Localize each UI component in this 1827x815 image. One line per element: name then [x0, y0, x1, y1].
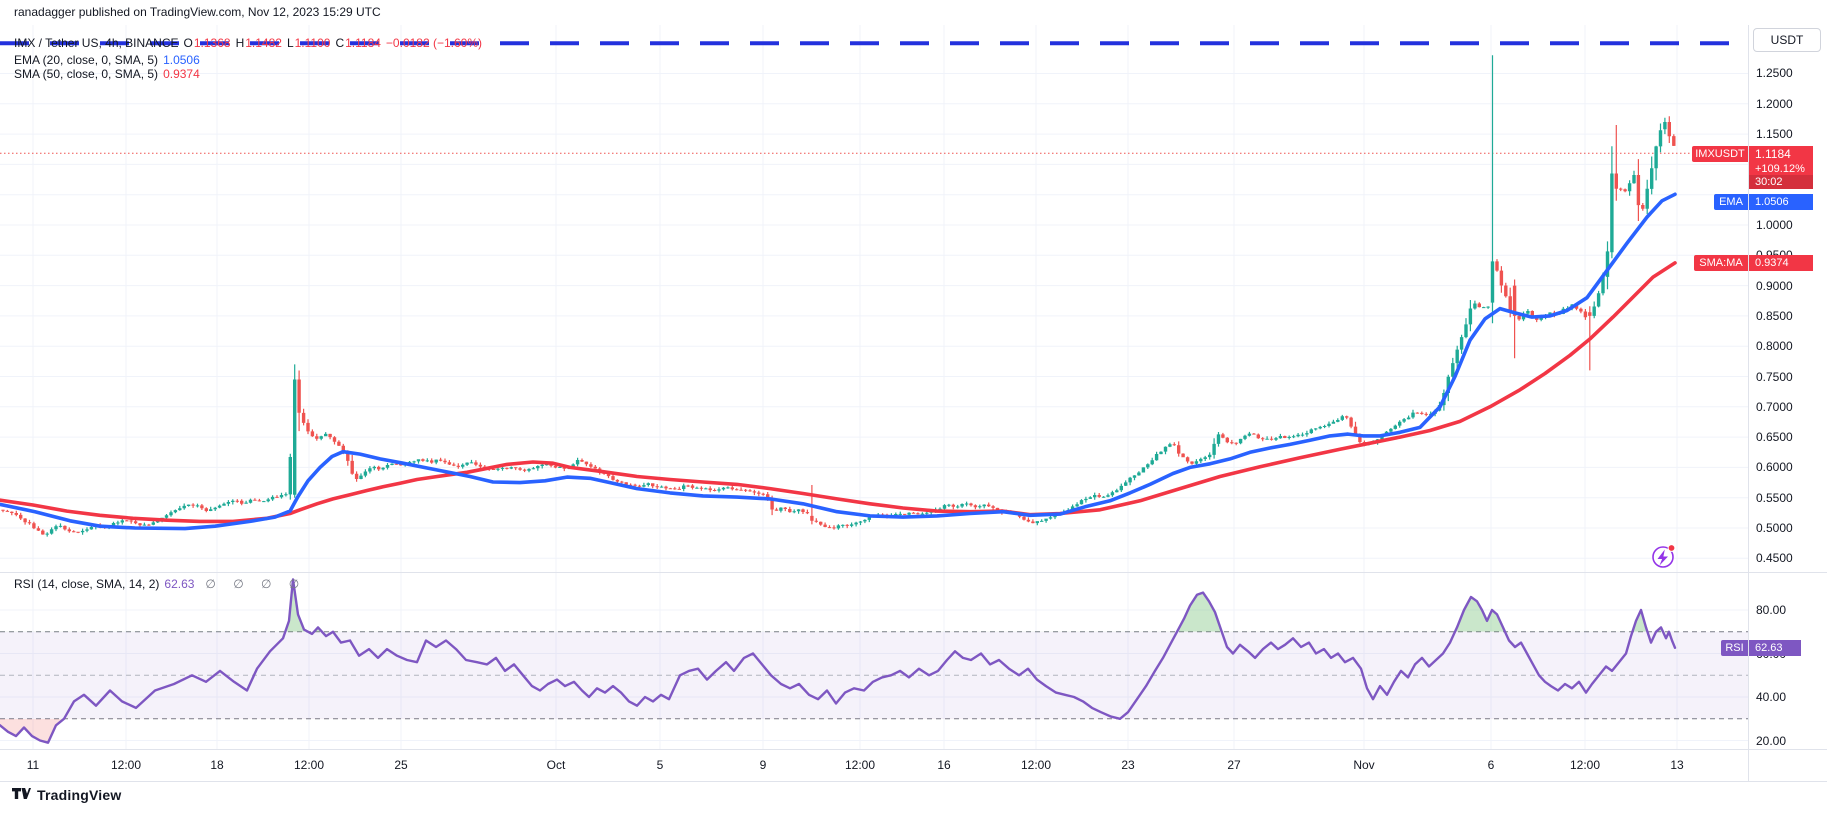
rsi-value: 62.63 [164, 577, 195, 591]
price-tick-label: 0.6000 [1756, 460, 1793, 475]
attribution-text: ranadagger published on TradingView.com,… [14, 5, 381, 19]
symbol-title[interactable]: IMX / Tether US, 4h, BINANCE [14, 36, 179, 50]
rsi-hidden-values: ∅ ∅ ∅ ∅ [205, 577, 307, 591]
time-tick-label: 23 [1121, 758, 1135, 772]
ohlc-open-label: O [183, 36, 193, 50]
price-tick-label: 0.9000 [1756, 278, 1793, 293]
price-tick-label: 1.2500 [1756, 66, 1793, 81]
tradingview-logo-text: TradingView [37, 786, 122, 803]
price-tick-label: 0.7500 [1756, 369, 1793, 384]
rsi-axis-tag: RSI [1721, 640, 1748, 656]
last-price-tag: IMXUSDT [1692, 146, 1748, 162]
price-tick-label: 0.8000 [1756, 339, 1793, 354]
ema-title[interactable]: EMA (20, close, 0, SMA, 5) [14, 53, 159, 67]
ema-value: 1.0506 [163, 53, 200, 67]
time-tick-label: 12:00 [293, 758, 325, 772]
last-price-value: 1.1184 [1755, 147, 1791, 161]
currency-toggle-button[interactable]: USDT [1753, 28, 1821, 52]
price-tick-label: 0.7000 [1756, 399, 1793, 414]
price-tick-label: 0.5500 [1756, 490, 1793, 505]
ohlc-low-value: 1.1100 [294, 36, 331, 50]
time-tick-label: 18 [210, 758, 224, 772]
sma-value: 0.9374 [163, 67, 200, 81]
ohlc-close-label: C [335, 36, 345, 50]
time-tick-label: 25 [394, 758, 408, 772]
sma-title[interactable]: SMA (50, close, 0, SMA, 5) [14, 67, 159, 81]
ohlc-close-value: 1.1184 [345, 36, 381, 50]
time-tick-label: 16 [937, 758, 951, 772]
tradingview-logo[interactable]: TradingView [12, 786, 121, 803]
last-price-change-pct: +109.12% [1755, 162, 1805, 175]
bar-countdown: 30:02 [1749, 175, 1813, 189]
time-tick-label: 9 [759, 758, 767, 772]
rsi-axis-value: 62.63 [1749, 640, 1801, 656]
rsi-tick-label: 80.00 [1756, 603, 1787, 617]
time-tick-label: 6 [1487, 758, 1495, 772]
quick-alert-icon[interactable] [1652, 544, 1676, 568]
rsi-tick-label: 40.00 [1756, 690, 1787, 704]
time-tick-label: 12:00 [844, 758, 876, 772]
sma-axis-tag: SMA:MA [1694, 255, 1748, 271]
symbol-legend-row[interactable]: IMX / Tether US, 4h, BINANCE O 1.1368 H 1.… [14, 36, 482, 50]
ohlc-high-value: 1.1482 [245, 36, 282, 50]
ohlc-open-value: 1.1368 [193, 36, 231, 50]
time-tick-label: 5 [656, 758, 664, 772]
time-tick-label: 12:00 [1569, 758, 1601, 772]
time-tick-label: 11 [26, 758, 40, 772]
tradingview-logo-icon [12, 788, 31, 799]
time-tick-label: 13 [1670, 758, 1684, 772]
price-tick-label: 0.4500 [1756, 551, 1793, 566]
ema-axis-tag: EMA [1714, 194, 1748, 210]
time-tick-label: 12:00 [110, 758, 142, 772]
last-price-value-stack: 1.1184 +109.12% 30:02 [1749, 146, 1813, 189]
change-value: −0.0182 (−1.60%) [385, 36, 482, 50]
time-tick-label: Nov [1353, 758, 1375, 772]
rsi-title[interactable]: RSI (14, close, SMA, 14, 2) [14, 577, 160, 591]
time-tick-label: Oct [546, 758, 566, 772]
time-tick-label: 27 [1227, 758, 1241, 772]
sma-legend-row[interactable]: SMA (50, close, 0, SMA, 5) 0.9374 [14, 67, 200, 81]
price-tick-label: 0.5000 [1756, 521, 1793, 536]
ema-legend-row[interactable]: EMA (20, close, 0, SMA, 5) 1.0506 [14, 53, 200, 67]
sma-axis-value: 0.9374 [1749, 255, 1813, 271]
ohlc-low-label: L [286, 36, 294, 50]
ema-axis-value: 1.0506 [1749, 194, 1813, 210]
price-tick-label: 1.2000 [1756, 96, 1793, 111]
price-tick-label: 0.6500 [1756, 430, 1793, 445]
price-tick-label: 1.1500 [1756, 127, 1793, 142]
ohlc-high-label: H [235, 36, 245, 50]
rsi-tick-label: 20.00 [1756, 733, 1787, 748]
price-tick-label: 1.0000 [1756, 218, 1793, 232]
price-tick-label: 0.8500 [1756, 308, 1793, 323]
rsi-legend-row[interactable]: RSI (14, close, SMA, 14, 2) 62.63 ∅ ∅ ∅ … [14, 577, 306, 591]
time-tick-label: 12:00 [1020, 758, 1052, 772]
